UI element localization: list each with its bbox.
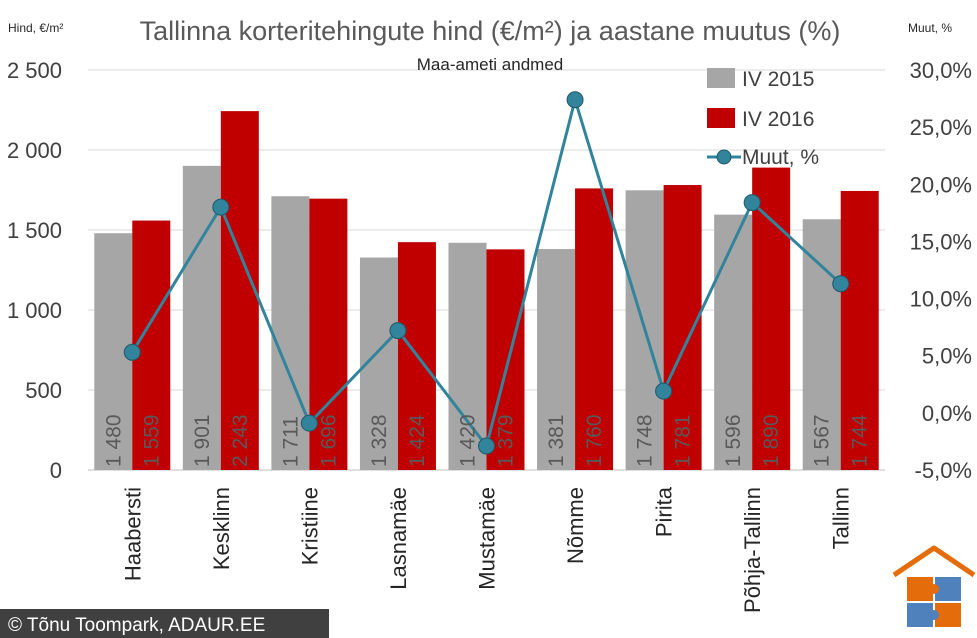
bar-iv-2016-kesklinn [220,111,259,471]
value-label-iv-2016-pirita: 1 781 [672,414,695,467]
value-label-iv-2016-lasnamae: 1 424 [406,414,429,467]
value-label-iv-2015-haabersti: 1 480 [102,414,125,467]
value-label-iv-2015-kesklinn: 1 901 [191,414,214,467]
copyright-text: © Tõnu Toompark, ADAUR.EE [8,615,265,636]
left-tick-label: 500 [25,378,62,403]
bar-iv-2015-tallinn [802,219,841,470]
value-label-iv-2015-tallinn: 1 567 [811,414,834,467]
chart-subtitle: Maa-ameti andmed [417,55,563,74]
legend-label-muut: Muut, % [742,146,819,169]
copyright-footer: © Tõnu Toompark, ADAUR.EE [0,609,329,638]
change-point-nomme [566,91,584,109]
category-label-lasnamae: Lasnamäe [386,487,411,590]
house-puzzle-logo-icon [892,545,976,627]
right-tick-label: 5,0% [922,344,972,369]
value-label-iv-2016-tallinn: 1 744 [849,414,872,467]
value-label-iv-2015-kristiine: 1 711 [279,416,302,467]
bars [94,111,879,471]
bar-iv-2016-pirita [663,185,702,471]
value-label-iv-2015-mustamae: 1 420 [457,414,480,467]
value-label-iv-2016-kristiine: 1 696 [317,414,340,467]
legend-swatch-iv-2016 [707,108,735,128]
value-label-iv-2016-nomme: 1 760 [583,414,606,467]
category-label-nomme: Nõmme [563,487,588,564]
right-tick-label: 25,0% [910,115,972,140]
bar-iv-2015-pohja-tallinn [714,214,753,470]
category-label-pohja-tallinn: Põhja-Tallinn [740,487,765,613]
left-tick-label: 1 000 [7,298,62,323]
copyright-background [0,609,329,638]
left-tick-label: 2 500 [7,58,62,83]
left-axis-unit: Hind, €/m² [8,21,63,35]
category-label-haabersti: Haabersti [120,487,145,581]
left-tick-label: 0 [50,458,62,483]
bar-iv-2016-nomme [575,188,614,470]
change-point-pirita [655,382,673,400]
value-label-iv-2015-pirita: 1 748 [634,414,657,467]
right-tick-label: 20,0% [910,172,972,197]
logo [892,545,976,627]
legend: IV 2015 IV 2016 Muut, % [707,68,819,169]
right-y-axis: -5,0% 0,0% 5,0% 10,0% 15,0% 20,0% 25,0% 30,0% [910,58,972,483]
legend-label-iv-2016: IV 2016 [742,108,814,131]
value-labels: 1 480 1 559 1 901 2 243 1 711 1 696 1 328 1 424… [102,414,871,467]
change-point-tallinn [832,275,850,293]
category-label-kristiine: Kristiine [297,487,322,565]
category-label-kesklinn: Kesklinn [209,487,234,570]
change-point-kristiine [300,414,318,432]
legend-swatch-iv-2015 [707,68,735,88]
value-label-iv-2016-pohja-tallinn: 1 890 [760,414,783,467]
right-tick-label: 0,0% [922,401,972,426]
value-label-iv-2016-kesklinn: 2 243 [229,414,252,467]
legend-marker-muut [716,149,732,165]
left-tick-label: 2 000 [7,138,62,163]
value-label-iv-2016-mustamae: 1 379 [495,414,518,467]
chart-title: Tallinna korteritehingute hind (€/m²) ja… [140,16,841,46]
bar-iv-2015-nomme [537,249,576,470]
bar-iv-2016-tallinn [840,190,879,470]
change-point-kesklinn [212,198,230,216]
value-label-iv-2015-lasnamae: 1 328 [368,414,391,467]
right-tick-label: 15,0% [910,229,972,254]
legend-label-iv-2015: IV 2015 [742,68,814,91]
right-axis-unit: Muut, % [908,21,952,35]
change-point-haabersti [123,343,141,361]
change-point-pohja-tallinn [743,194,761,212]
category-labels: Haabersti Kesklinn Kristiine Lasnamäe Mustam… [120,486,853,613]
right-tick-label: -5,0% [915,458,972,483]
change-point-mustamae [478,437,495,455]
bar-iv-2015-mustamae [448,242,487,470]
bar-iv-2016-mustamae [486,249,525,470]
value-label-iv-2015-nomme: 1 381 [545,414,568,467]
bar-iv-2016-haabersti [132,220,171,470]
value-label-iv-2016-haabersti: 1 559 [140,414,163,467]
value-label-iv-2015-pohja-tallinn: 1 596 [722,414,745,467]
category-label-pirita: Pirita [652,486,677,537]
change-point-lasnamae [389,322,407,340]
right-tick-label: 10,0% [910,287,972,312]
change-line [123,91,850,455]
right-tick-label: 30,0% [910,58,972,83]
category-label-mustamae: Mustamäe [475,487,500,590]
left-tick-label: 1 500 [7,218,62,243]
left-y-axis: 0 500 1 000 1 500 2 000 2 500 [7,58,62,483]
category-label-tallinn: Tallinn [829,487,854,549]
